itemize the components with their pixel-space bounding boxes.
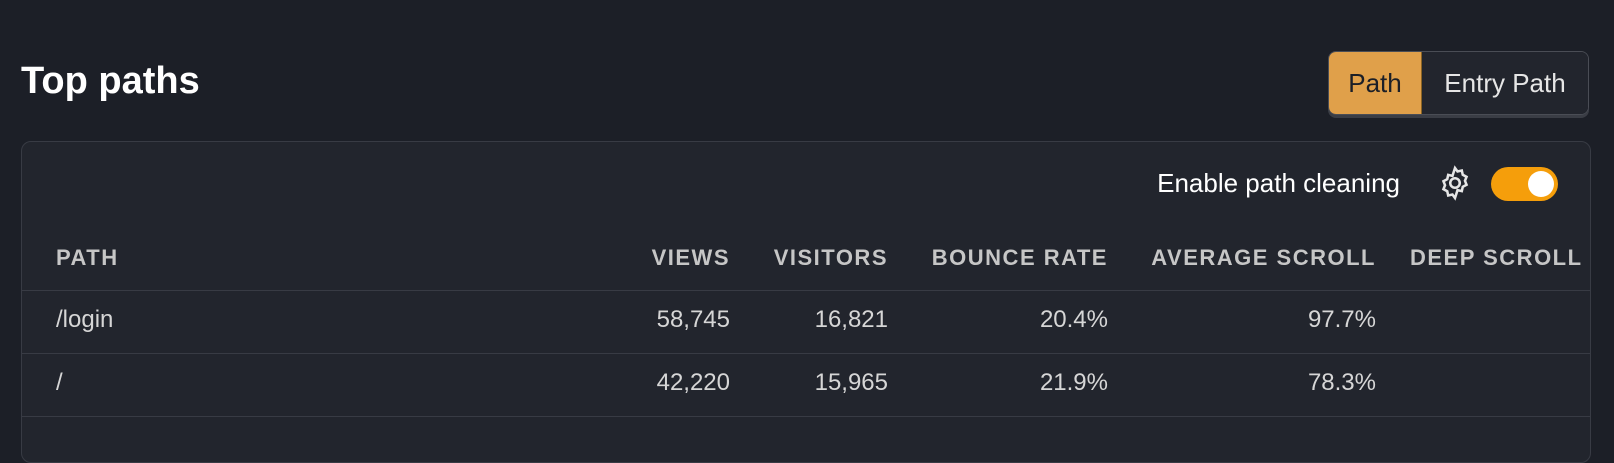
page: Top paths Path Entry Path Enable path cl… xyxy=(21,51,1591,463)
settings-label: Enable path cleaning xyxy=(1157,168,1400,198)
column-header: DEEP SCROLL xyxy=(1410,245,1583,270)
toggle-option-active[interactable]: Path xyxy=(1329,52,1422,114)
row-divider xyxy=(22,353,1590,354)
metric-cell: 21.9% xyxy=(1039,369,1108,396)
metric-cell: 58,745 xyxy=(656,306,730,333)
column-header: PATH xyxy=(56,245,119,270)
row-divider xyxy=(22,416,1590,417)
switch-knob xyxy=(1528,171,1554,197)
column-header: BOUNCE RATE xyxy=(931,245,1108,270)
table-card: Enable path cleaning PATH VIEWS VISITORS BO… xyxy=(21,141,1591,463)
metric-cell: 97.7% xyxy=(1307,306,1376,333)
gear-icon[interactable] xyxy=(1436,164,1474,202)
metric-cell: 78.3% xyxy=(1307,369,1376,396)
metric-cell: 20.4% xyxy=(1039,306,1108,333)
metric-cell: 15,965 xyxy=(814,369,888,396)
column-header: VIEWS xyxy=(651,245,730,270)
column-header: VISITORS xyxy=(773,245,888,270)
view-toggle: Path Entry Path xyxy=(1328,51,1589,115)
metric-cell: 16,821 xyxy=(814,306,888,333)
row-divider xyxy=(22,290,1590,291)
column-header: AVERAGE SCROLL xyxy=(1151,245,1376,270)
toggle-switch[interactable] xyxy=(1491,167,1558,201)
path-cell: / xyxy=(56,369,63,396)
path-cell: /login xyxy=(56,306,114,333)
metric-cell: 42,220 xyxy=(656,369,730,396)
page-title: Top paths xyxy=(21,60,200,102)
toggle-option[interactable]: Entry Path xyxy=(1422,52,1588,114)
